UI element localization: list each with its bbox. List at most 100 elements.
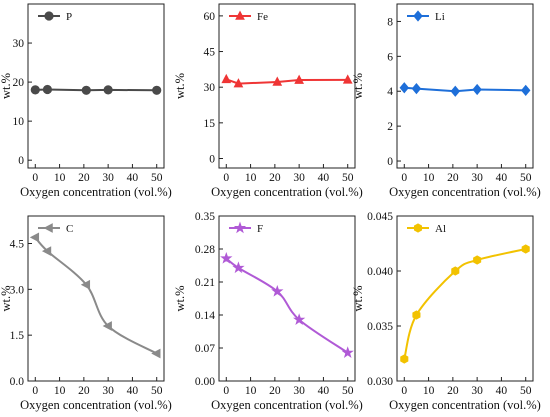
y-axis-title: wt.%	[351, 285, 365, 311]
x-axis-title: Oxygen concentration (vol.%)	[211, 398, 363, 412]
x-tick-label: 10	[245, 172, 257, 184]
plot-frame	[396, 215, 534, 382]
data-point	[451, 266, 460, 276]
y-axis-title: wt.%	[0, 285, 13, 311]
y-tick-label: 0	[18, 155, 24, 167]
data-point	[103, 85, 113, 95]
y-tick-label: 0.030	[367, 376, 393, 388]
data-point	[220, 251, 233, 264]
data-point	[342, 74, 353, 84]
x-tick-label: 40	[127, 385, 139, 397]
x-axis-title: Oxygen concentration (vol.%)	[389, 185, 541, 199]
x-tick-label: 10	[423, 172, 435, 184]
data-point	[412, 310, 421, 320]
data-point	[399, 82, 410, 94]
x-axis-title: Oxygen concentration (vol.%)	[20, 398, 172, 412]
x-tick-label: 20	[269, 172, 281, 184]
legend-marker	[233, 221, 247, 234]
y-tick-label: 8	[387, 16, 393, 28]
x-tick-label: 0	[32, 172, 38, 184]
data-point	[80, 279, 91, 290]
x-tick-label: 10	[423, 385, 435, 397]
x-tick-label: 0	[401, 385, 407, 397]
y-axis-title: wt.%	[173, 285, 187, 311]
legend-marker	[413, 223, 423, 233]
legend-label: P	[66, 11, 72, 23]
y-tick-label: 0.0	[10, 376, 25, 388]
x-axis-title: Oxygen concentration (vol.%)	[211, 185, 363, 199]
x-tick-label: 30	[293, 385, 305, 397]
y-tick-label: 0	[209, 153, 215, 165]
x-tick-label: 50	[151, 172, 163, 184]
legend-marker	[44, 11, 54, 21]
x-tick-label: 10	[245, 385, 257, 397]
x-tick-label: 10	[54, 172, 66, 184]
y-tick-label: 30	[204, 82, 216, 94]
series-line-c	[34, 236, 158, 355]
data-point	[411, 82, 422, 95]
plot-frame	[218, 3, 356, 169]
y-tick-label: 20	[13, 77, 25, 89]
x-tick-label: 50	[342, 385, 354, 397]
y-tick-label: 0.00	[195, 376, 215, 388]
x-tick-label: 0	[223, 172, 229, 184]
data-point	[521, 244, 530, 254]
chart-panel-4: 0 10 20 30 40 50 0.0 1.5 3.0 4.5 Oxygen concentrat…	[0, 215, 172, 412]
y-tick-label: 1.5	[10, 330, 25, 342]
x-tick-label: 40	[496, 385, 508, 397]
y-tick-label: 30	[13, 38, 25, 50]
series-line-fe	[225, 78, 348, 85]
x-tick-label: 20	[447, 385, 459, 397]
y-tick-label: 4	[387, 86, 393, 98]
x-tick-label: 40	[318, 385, 330, 397]
y-tick-label: 0	[387, 156, 393, 168]
chart-panel-3: 0 10 20 30 40 50 0 2 4 6 8 Oxygen concentration (vo…	[351, 3, 541, 199]
y-axis-title: wt.%	[351, 73, 365, 99]
series-line-al	[403, 248, 526, 360]
x-tick-label: 0	[401, 172, 407, 184]
data-point	[81, 85, 91, 95]
chart-panel-2: 0 10 20 30 40 50 0 15 30 45 60 Oxygen concentration…	[173, 3, 363, 199]
y-tick-label: 0.14	[195, 310, 215, 322]
data-point	[400, 354, 409, 364]
data-point	[271, 284, 284, 297]
y-tick-label: 0.21	[195, 277, 215, 289]
x-tick-label: 20	[78, 172, 90, 184]
plot-frame	[27, 215, 165, 382]
data-point	[294, 74, 305, 84]
x-tick-label: 50	[520, 172, 532, 184]
data-point	[151, 348, 161, 359]
y-tick-label: 45	[204, 47, 216, 59]
y-tick-label: 0.045	[367, 211, 393, 223]
x-tick-label: 0	[32, 385, 38, 397]
x-axis-title: Oxygen concentration (vol.%)	[389, 398, 541, 412]
series-line-li	[404, 86, 526, 93]
plot-frame	[396, 3, 534, 169]
data-point	[221, 73, 232, 84]
x-tick-label: 10	[54, 385, 66, 397]
chart-panel-6: 0 10 20 30 40 50 0.030 0.035 0.040 0.045 Oxygen co…	[351, 211, 541, 412]
data-point	[41, 246, 52, 257]
plot-frame	[27, 3, 165, 169]
data-point	[472, 83, 482, 96]
y-tick-label: 2	[387, 121, 393, 133]
x-tick-label: 40	[496, 172, 508, 184]
y-tick-label: 0.35	[195, 211, 215, 223]
y-tick-label: 0.28	[195, 244, 215, 256]
legend-label: C	[66, 223, 73, 235]
data-point	[232, 261, 245, 274]
data-point	[233, 78, 244, 88]
data-point	[473, 255, 482, 265]
y-tick-label: 0.035	[367, 321, 393, 333]
x-tick-label: 50	[342, 172, 354, 184]
data-point	[341, 346, 354, 358]
x-axis-title: Oxygen concentration (vol.%)	[20, 185, 172, 199]
series-line-p	[35, 88, 157, 92]
data-point	[520, 84, 531, 97]
x-tick-label: 40	[127, 172, 139, 184]
series-line-f	[225, 257, 349, 354]
legend-label: Li	[435, 11, 445, 23]
y-tick-label: 60	[204, 11, 216, 23]
